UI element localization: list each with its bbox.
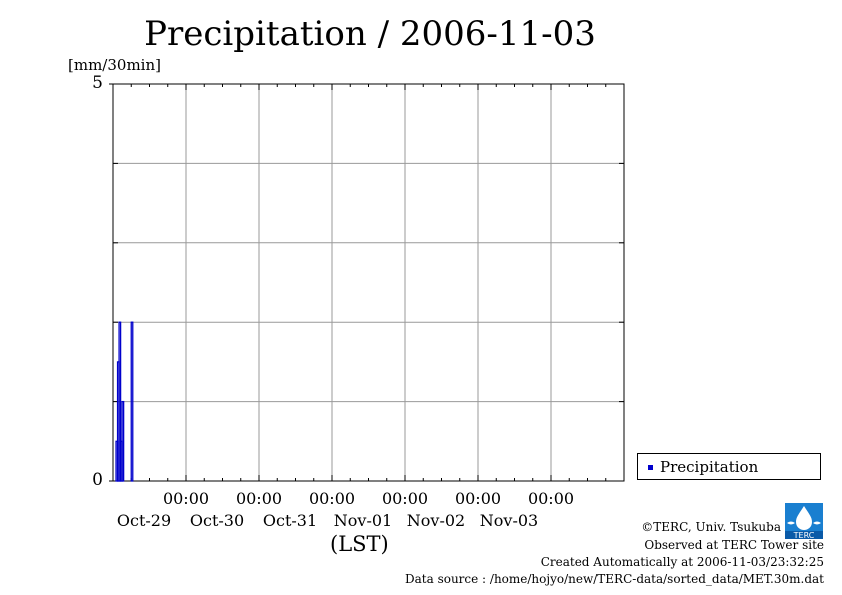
x-tick-date-label: Nov-02 — [406, 511, 466, 530]
x-tick-date-label: Nov-01 — [333, 511, 393, 530]
precipitation-bar — [130, 321, 134, 482]
y-tick-label: 5 — [92, 73, 103, 93]
x-tick-date-label: Oct-30 — [189, 511, 245, 530]
x-tick-date-label: Oct-29 — [116, 511, 172, 530]
created-timestamp: Created Automatically at 2006-11-03/23:3… — [540, 555, 824, 569]
precipitation-bars — [115, 321, 134, 482]
x-axis-label: (LST) — [330, 532, 389, 556]
y-axis-label: [mm/30min] — [68, 56, 161, 74]
data-source-path: Data source : /home/hojyo/new/TERC-data/… — [405, 572, 824, 586]
observed-site-text: Observed at TERC Tower site — [644, 538, 824, 552]
legend-label: Precipitation — [660, 458, 759, 476]
y-tick-label: 0 — [92, 470, 103, 490]
plot-frame — [112, 83, 625, 482]
legend-swatch — [648, 465, 653, 470]
copyright-text: ©TERC, Univ. Tsukuba — [641, 520, 781, 534]
x-tick-date-label: Oct-31 — [262, 511, 318, 530]
legend: Precipitation — [637, 453, 821, 480]
x-tick-time-label: 00:00 — [162, 489, 210, 508]
x-tick-time-label: 00:00 — [235, 489, 283, 508]
x-tick-date-label: Nov-03 — [479, 511, 539, 530]
terc-logo-icon: TERC — [785, 503, 823, 539]
x-tick-time-label: 00:00 — [308, 489, 356, 508]
precipitation-bar — [118, 321, 122, 482]
x-tick-time-label: 00:00 — [454, 489, 502, 508]
x-tick-time-label: 00:00 — [527, 489, 575, 508]
svg-text:TERC: TERC — [793, 531, 815, 539]
chart-title: Precipitation / 2006-11-03 — [144, 14, 596, 54]
axis-ticks — [109, 83, 624, 482]
grid-lines — [113, 84, 624, 481]
precipitation-bar — [121, 400, 125, 482]
x-tick-time-label: 00:00 — [381, 489, 429, 508]
